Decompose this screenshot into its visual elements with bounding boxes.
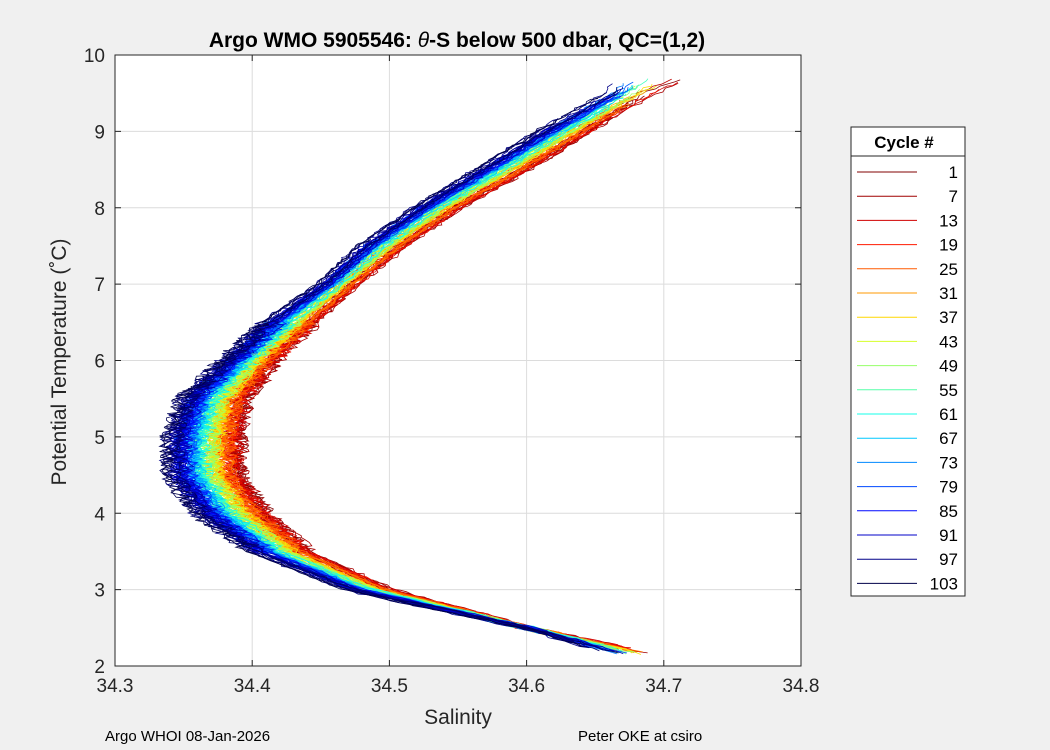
chart-title: Argo WMO 5905546: θ-S below 500 dbar, QC… xyxy=(209,29,705,52)
y-tick-label: 5 xyxy=(94,428,105,449)
profile-line xyxy=(193,97,624,636)
x-axis-label: Salinity xyxy=(424,706,492,729)
legend-label: 19 xyxy=(939,236,958,255)
profile-line xyxy=(197,108,622,652)
x-tick-label: 34.8 xyxy=(783,676,820,697)
profiles xyxy=(158,78,681,655)
legend-label: 1 xyxy=(949,163,958,182)
y-tick-label: 10 xyxy=(84,46,105,67)
legend-label: 31 xyxy=(939,284,958,303)
profile-line xyxy=(221,103,630,645)
legend-label: 103 xyxy=(930,574,958,593)
legend-label: 13 xyxy=(939,211,958,230)
legend-label: 7 xyxy=(949,187,958,206)
legend: Cycle # 1 7 13 19 25 31 37 43 49 55 61 67 73 79 85 91 97… xyxy=(850,126,966,597)
y-tick-label: 6 xyxy=(94,352,105,373)
x-tick-label: 34.4 xyxy=(234,676,271,697)
y-tick-label: 4 xyxy=(94,504,105,525)
legend-label: 73 xyxy=(939,453,958,472)
ticks: 34.3 34.4 34.5 34.6 34.7 34.8 2 3 4 5 6 7 8 9 10 xyxy=(84,46,820,697)
profile-line xyxy=(230,126,631,649)
footer-left: Argo WHOI 08-Jan-2026 xyxy=(105,728,270,745)
legend-label: 61 xyxy=(939,405,958,424)
profile-line xyxy=(209,85,657,655)
legend-items: 1 7 13 19 25 31 37 43 49 55 61 67 73 79 85 91 97 103 xyxy=(857,163,958,593)
x-tick-label: 34.6 xyxy=(508,676,545,697)
profile-line xyxy=(227,88,660,651)
legend-label: 97 xyxy=(939,550,958,569)
legend-label: 67 xyxy=(939,429,958,448)
profile-line xyxy=(168,92,617,641)
x-tick-label: 34.5 xyxy=(371,676,408,697)
legend-label: 43 xyxy=(939,332,958,351)
profile-line xyxy=(206,97,631,645)
profile-line xyxy=(178,122,624,655)
legend-label: 91 xyxy=(939,526,958,545)
y-tick-label: 9 xyxy=(94,122,105,143)
legend-label: 49 xyxy=(939,357,958,376)
profile-line xyxy=(159,92,606,645)
footer-right: Peter OKE at csiro xyxy=(578,728,702,745)
x-tick-label: 34.7 xyxy=(645,676,682,697)
legend-label: 25 xyxy=(939,260,958,279)
y-axis-label: Potential Temperature (˚C) xyxy=(48,238,71,485)
y-tick-label: 7 xyxy=(94,275,105,296)
legend-title: Cycle # xyxy=(874,133,934,152)
legend-label: 37 xyxy=(939,308,958,327)
legend-box xyxy=(850,126,966,597)
y-tick-label: 8 xyxy=(94,199,105,220)
legend-label: 79 xyxy=(939,478,958,497)
legend-label: 55 xyxy=(939,381,958,400)
y-tick-label: 2 xyxy=(94,657,105,678)
x-tick-label: 34.3 xyxy=(97,676,134,697)
profile-line xyxy=(168,87,619,654)
y-tick-label: 3 xyxy=(94,581,105,602)
legend-label: 85 xyxy=(939,502,958,521)
